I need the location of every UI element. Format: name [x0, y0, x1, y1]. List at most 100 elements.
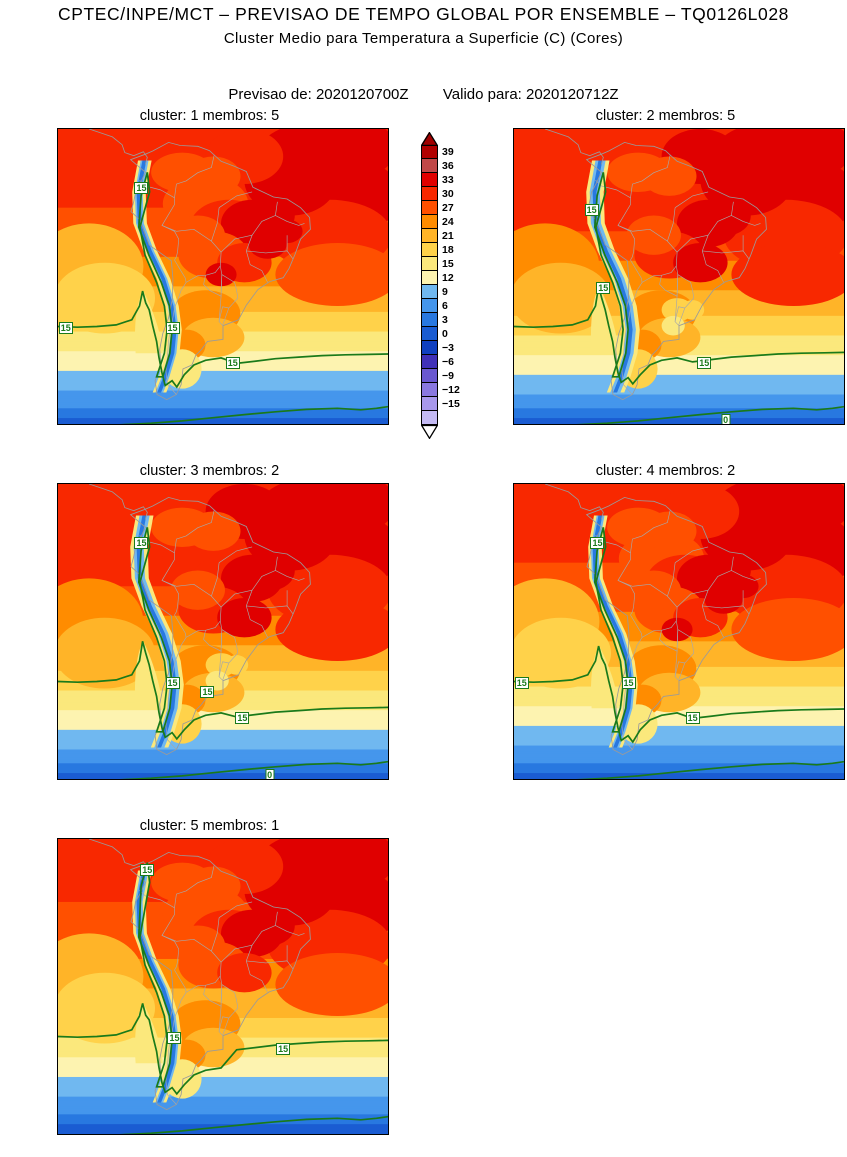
y-tick-mark [57, 937, 58, 938]
colorbar-tick-label: 33 [442, 174, 454, 186]
y-tick-mark [513, 286, 514, 287]
colorbar-tick-label: 18 [442, 244, 454, 256]
x-tick-mark [368, 779, 369, 780]
x-tick-mark [135, 1134, 136, 1135]
x-tick-mark [290, 779, 291, 780]
contour-label: 15 [134, 537, 149, 549]
cluster-panel-5: cluster: 5 membros: 1 15N10N5NEQ5S10S15S2… [22, 818, 397, 1153]
contour-label: 0 [721, 414, 731, 425]
x-tick-mark [368, 1134, 369, 1135]
colorbar-tick-label: −12 [442, 384, 460, 396]
colorbar-swatch [421, 187, 438, 201]
colorbar-tick-label: −3 [442, 342, 454, 354]
x-tick-mark [329, 1134, 330, 1135]
y-tick-mark [513, 384, 514, 385]
x-tick-mark [174, 424, 175, 425]
y-tick-mark [57, 148, 58, 149]
colorbar-swatch [421, 243, 438, 257]
x-tick-mark [251, 779, 252, 780]
y-tick-mark [57, 1114, 58, 1115]
x-tick-mark [591, 779, 592, 780]
y-tick-mark [57, 1015, 58, 1016]
x-tick-mark [552, 424, 553, 425]
y-tick-mark [57, 345, 58, 346]
map-canvas [514, 129, 844, 424]
colorbar-swatch [421, 159, 438, 173]
x-tick-mark [785, 424, 786, 425]
contour-label: 15 [58, 321, 73, 334]
colorbar-swatch [421, 229, 438, 243]
x-tick-mark [290, 1134, 291, 1135]
y-tick-mark [57, 207, 58, 208]
cluster-panel-4: cluster: 4 membros: 2 15N10N5NEQ5S10S15S2… [478, 463, 847, 798]
y-tick-mark [57, 838, 58, 839]
colorbar-swatch [421, 369, 438, 383]
y-tick-mark [513, 187, 514, 188]
map-canvas [58, 129, 388, 424]
plot-area-2[interactable]: 15N10N5NEQ5S10S15S20S25S30S35S40S45S50S5… [513, 128, 845, 425]
plot-area-5[interactable]: 15N10N5NEQ5S10S15S20S25S30S35S40S45S50S5… [57, 838, 389, 1135]
valid-for-label: Valido para: 2020120712Z [442, 86, 619, 103]
y-tick-mark [57, 483, 58, 484]
y-tick-mark [57, 246, 58, 247]
colorbar-tick-label: 12 [442, 272, 454, 284]
colorbar-tick-label: 27 [442, 202, 454, 214]
colorbar-swatches [421, 145, 438, 425]
contour-label: 15 [167, 1031, 182, 1044]
y-tick-mark [513, 246, 514, 247]
x-tick-mark [707, 424, 708, 425]
y-tick-mark [57, 384, 58, 385]
x-tick-mark [213, 779, 214, 780]
y-tick-mark [57, 660, 58, 661]
y-tick-mark [513, 128, 514, 129]
y-tick-mark [513, 759, 514, 760]
plot-area-4[interactable]: 15N10N5NEQ5S10S15S20S25S30S35S40S45S50S5… [513, 483, 845, 780]
contour-label: 15 [697, 357, 712, 370]
y-tick-mark [513, 345, 514, 346]
cluster-panel-3: cluster: 3 membros: 2 15N10N5NEQ5S10S15S2… [22, 463, 397, 798]
y-tick-mark [513, 325, 514, 326]
x-tick-mark [135, 424, 136, 425]
colorbar-swatch [421, 397, 438, 411]
colorbar-swatch [421, 173, 438, 187]
cluster-panel-title-3: cluster: 3 membros: 2 [139, 463, 280, 479]
map-canvas [58, 839, 388, 1134]
y-tick-mark [513, 562, 514, 563]
cluster-panel-title-2: cluster: 2 membros: 5 [595, 108, 736, 124]
colorbar-extend-min-outline [420, 424, 439, 440]
x-tick-mark [630, 779, 631, 780]
y-tick-mark [57, 1094, 58, 1095]
x-tick-mark [213, 1134, 214, 1135]
colorbar-swatch [421, 257, 438, 271]
x-tick-mark [513, 424, 514, 425]
x-tick-mark [746, 424, 747, 425]
x-tick-mark [57, 424, 58, 425]
y-tick-mark [57, 897, 58, 898]
contour-label: 15 [235, 712, 250, 725]
y-tick-mark [513, 641, 514, 642]
y-tick-mark [57, 503, 58, 504]
colorbar-tick-label: 0 [442, 328, 448, 340]
colorbar-tick-label: 15 [442, 258, 454, 270]
colorbar-swatch [421, 215, 438, 229]
x-tick-mark [96, 1134, 97, 1135]
y-tick-mark [57, 917, 58, 918]
x-tick-mark [96, 779, 97, 780]
y-tick-mark [57, 759, 58, 760]
plot-area-1[interactable]: 15N10N5NEQ5S10S15S20S25S30S35S40S45S50S5… [57, 128, 389, 425]
colorbar-tick-label: 24 [442, 216, 454, 228]
cluster-panel-1: cluster: 1 membros: 5 15N10N5NEQ5S10S15S2… [22, 108, 397, 443]
x-tick-mark [96, 424, 97, 425]
x-tick-mark [251, 424, 252, 425]
y-tick-mark [57, 364, 58, 365]
cluster-panel-title-5: cluster: 5 membros: 1 [139, 818, 280, 834]
x-tick-mark [251, 1134, 252, 1135]
y-tick-mark [513, 582, 514, 583]
x-tick-mark [368, 424, 369, 425]
plot-area-3[interactable]: 15N10N5NEQ5S10S15S20S25S30S35S40S45S50S5… [57, 483, 389, 780]
contour-label: 15 [134, 182, 149, 194]
y-tick-mark [57, 227, 58, 228]
colorbar-tick-label: −6 [442, 356, 454, 368]
x-tick-mark [329, 424, 330, 425]
contour-label: 15 [225, 357, 240, 370]
